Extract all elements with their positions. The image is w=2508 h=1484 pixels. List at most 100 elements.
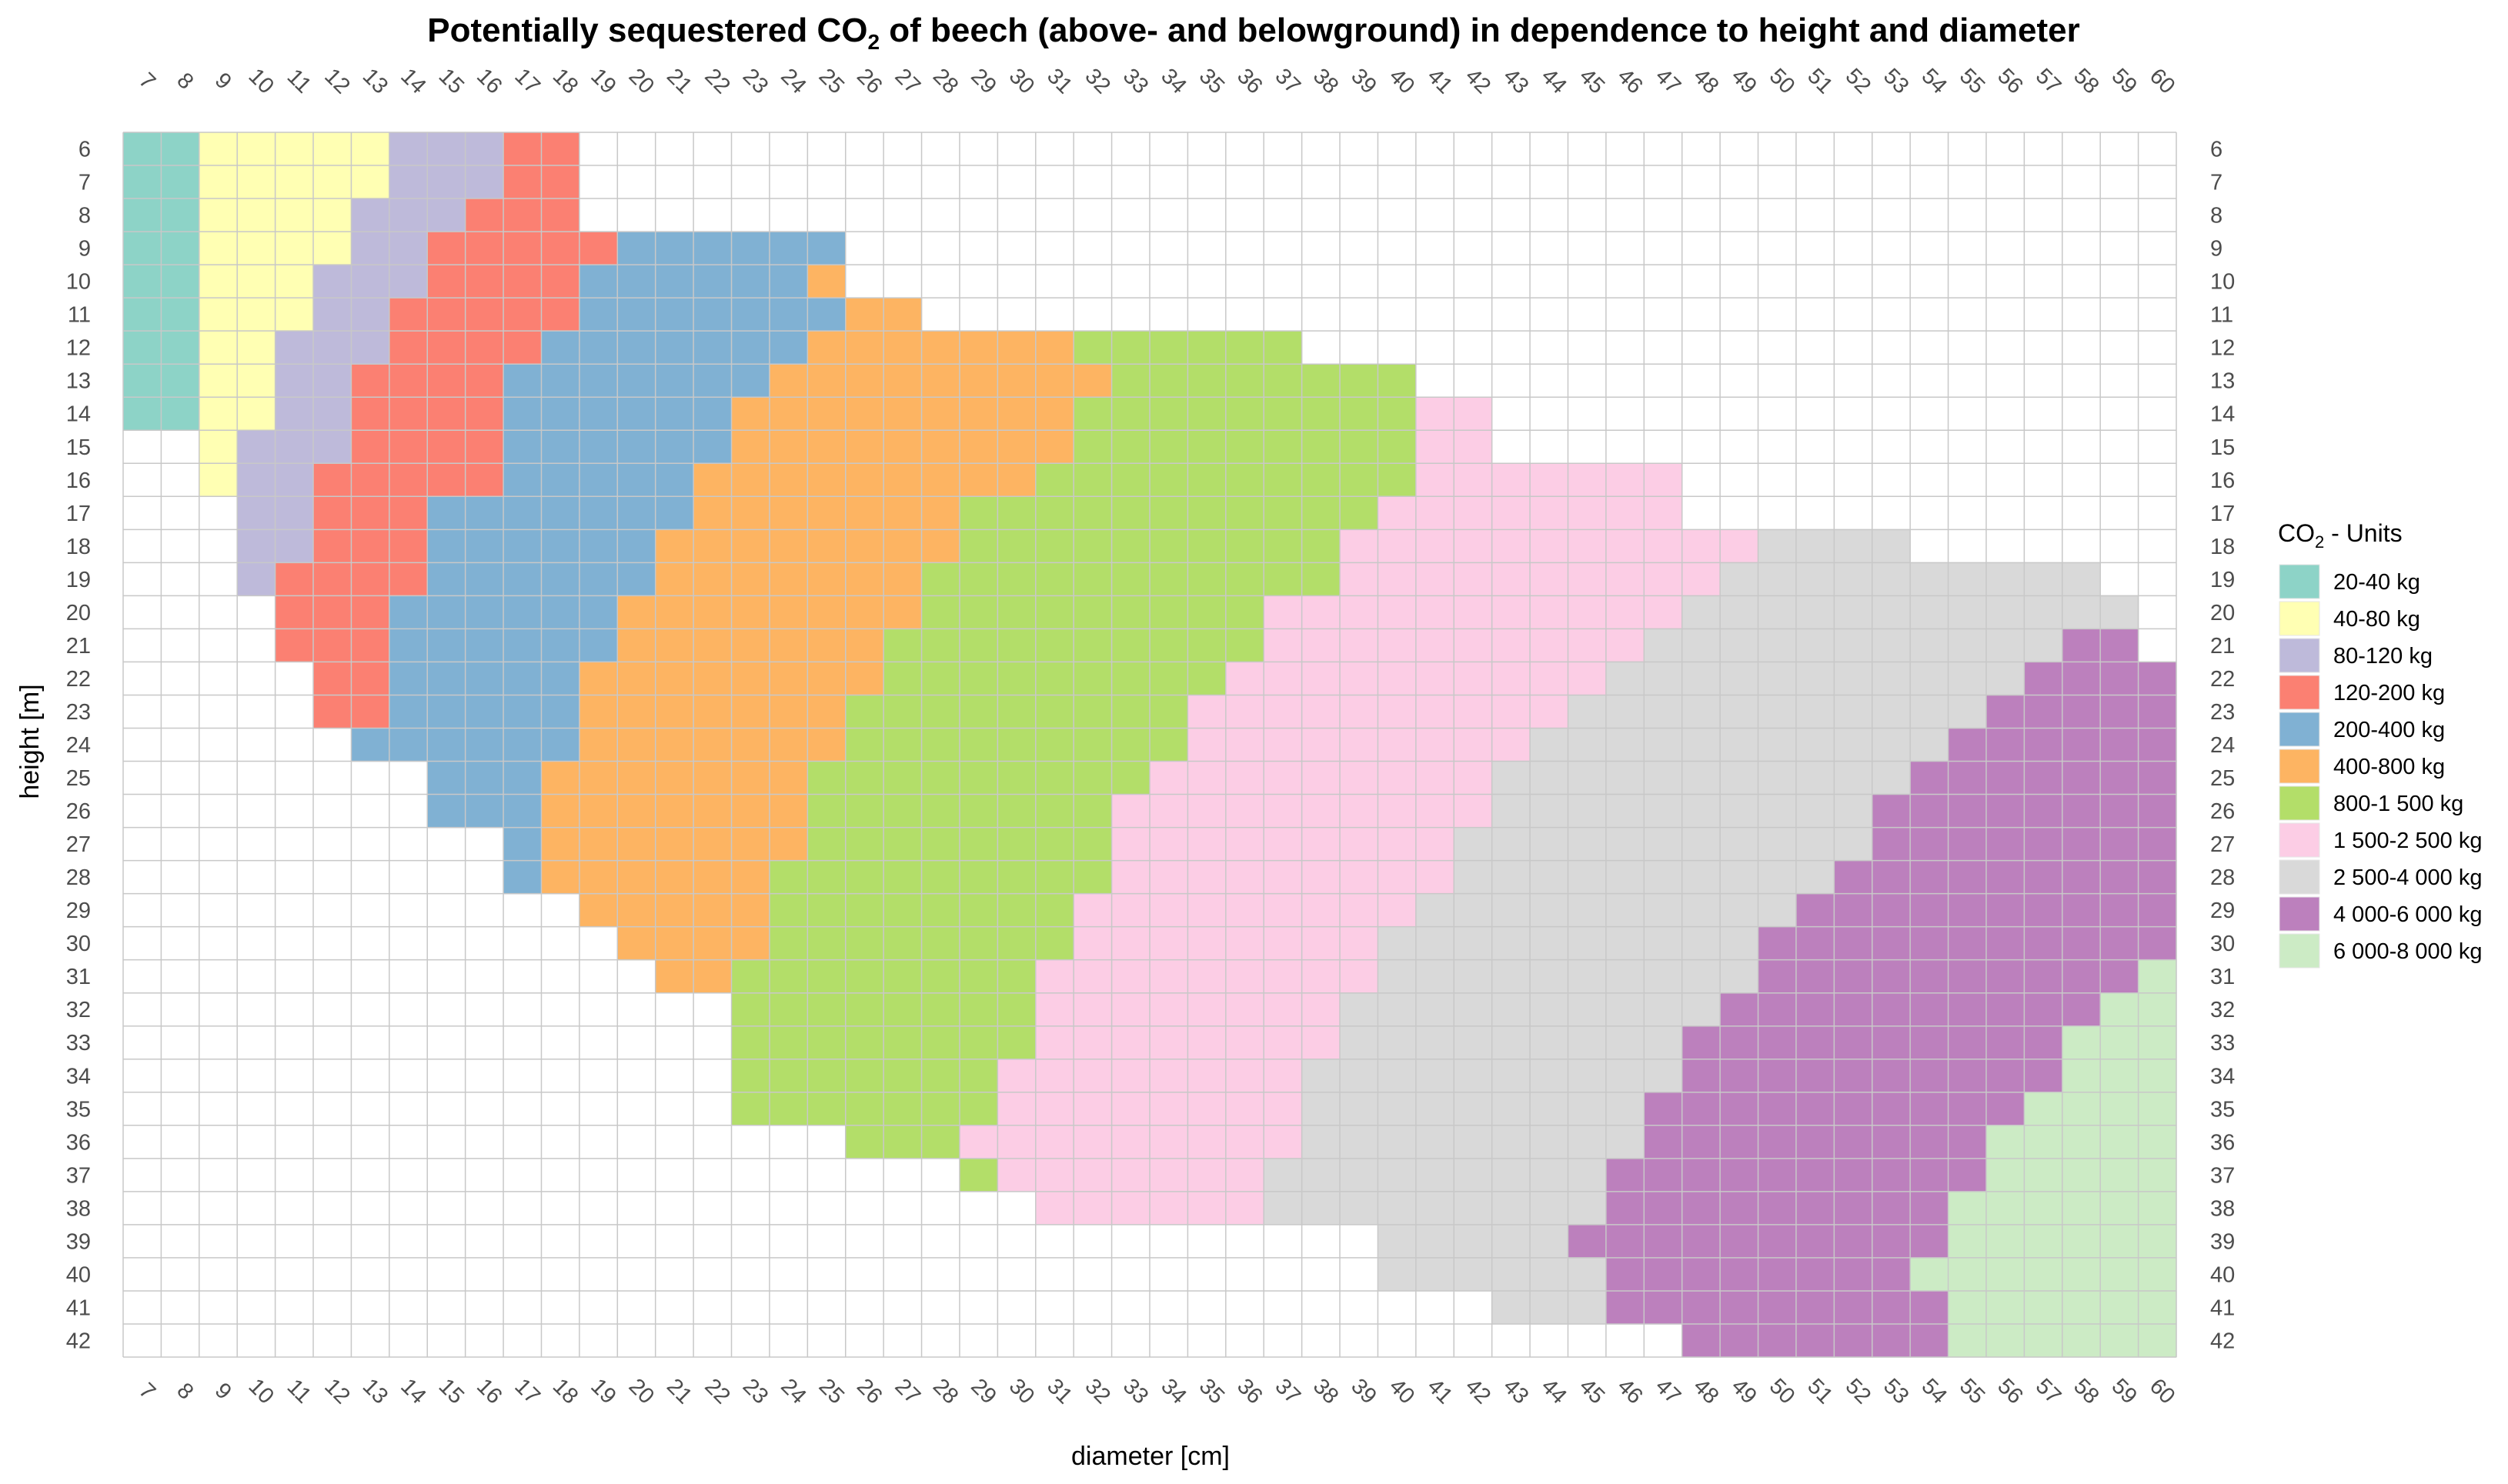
heatmap-cell [693,595,733,630]
heatmap-cell [845,893,884,928]
heatmap-cell [1340,364,1379,398]
heatmap-cell [199,298,238,332]
y-tick-label-left: 32 [66,998,91,1022]
heatmap-cell [769,860,808,895]
heatmap-cell [503,496,543,530]
heatmap-cell [465,397,504,431]
heatmap-cell [769,265,808,298]
heatmap-cell [1568,496,1607,530]
heatmap-cell [1681,1191,1721,1226]
heatmap-cell [807,496,847,530]
heatmap-cell [2024,992,2063,1027]
heatmap-cell [503,562,543,596]
heatmap-cell [1074,595,1113,630]
heatmap-cell [921,1059,960,1093]
heatmap-cell [275,629,314,663]
heatmap-cell [1948,562,1987,596]
legend-swatch [2279,712,2320,747]
heatmap-cell [1264,860,1303,895]
heatmap-cell [769,1059,808,1093]
heatmap-cell [1378,662,1417,696]
x-tick-label-bottom: 46 [1612,1374,1647,1409]
heatmap-cell [1644,1025,1683,1060]
heatmap-cell [541,562,580,596]
heatmap-cell [1985,1158,2025,1192]
heatmap-cell [1872,860,1911,895]
heatmap-cell [1264,1191,1303,1226]
heatmap-cell [1035,463,1074,497]
heatmap-cell [731,992,770,1027]
heatmap-cell [2024,1257,2063,1292]
heatmap-cell [1834,992,1873,1027]
heatmap-cell [427,761,466,795]
x-tick-label-top: 10 [244,64,279,98]
heatmap-cell [2100,595,2139,630]
x-tick-label-bottom: 57 [2031,1374,2066,1409]
heatmap-cell [541,364,580,398]
heatmap-cell [921,926,960,961]
heatmap-cell [655,728,694,762]
heatmap-cell [731,496,770,530]
heatmap-cell [921,695,960,729]
heatmap-cell [1035,1191,1074,1226]
heatmap-cell [503,430,543,464]
heatmap-cell [1264,662,1303,696]
heatmap-cell [351,496,390,530]
heatmap-cell [1948,992,1987,1027]
heatmap-cell [237,496,276,530]
heatmap-cell [1795,629,1835,663]
heatmap-cell [1644,728,1683,762]
heatmap-cell [883,364,923,398]
heatmap-cell [1454,1257,1493,1292]
heatmap-cell [1491,1125,1531,1159]
heatmap-cell [1187,397,1227,431]
heatmap-cell [1910,662,1949,696]
heatmap-cell [655,331,694,365]
heatmap-cell [1378,1224,1417,1259]
heatmap-cell [1340,695,1379,729]
heatmap-cell [1111,893,1150,928]
heatmap-cell [807,827,847,862]
y-tick-label-left: 8 [78,204,91,228]
heatmap-cell [123,364,162,398]
heatmap-cell [1948,827,1987,862]
legend: CO2 - Units 20-40 kg 40-80 kg 80-120 kg 120… [2278,519,2482,969]
heatmap-cell [1150,827,1189,862]
x-tick-label-top: 7 [134,68,160,95]
y-tick-label-left: 30 [66,932,91,956]
y-tick-label-right: 32 [2210,998,2235,1022]
heatmap-cell [2024,1125,2063,1159]
heatmap-cell [275,331,314,365]
heatmap-cell [1530,761,1569,795]
heatmap-cell [1340,827,1379,862]
heatmap-cell [1644,827,1683,862]
heatmap-cell [1834,1323,1873,1358]
x-tick-label-bottom: 48 [1688,1374,1723,1409]
heatmap-cell [769,959,808,994]
heatmap-cell [1681,529,1721,563]
heatmap-cell [503,761,543,795]
heatmap-cell [1758,1257,1797,1292]
heatmap-cell [1872,695,1911,729]
heatmap-cell [1720,1092,1759,1126]
heatmap-cell [845,728,884,762]
heatmap-cell [1681,1059,1721,1093]
x-tick-label-bottom: 13 [358,1374,392,1409]
heatmap-cell [1720,1158,1759,1192]
heatmap-cell [465,132,504,166]
heatmap-cell [1111,959,1150,994]
heatmap-cell [1681,728,1721,762]
y-tick-label-left: 41 [66,1296,91,1321]
heatmap-cell [1834,827,1873,862]
y-tick-label-right: 27 [2210,832,2235,857]
y-tick-label-left: 6 [78,138,91,162]
heatmap-cell [313,397,352,431]
heatmap-cell [1150,430,1189,464]
heatmap-cell [1910,562,1949,596]
heatmap-cell [883,463,923,497]
heatmap-cell [1225,595,1264,630]
heatmap-cell [1910,695,1949,729]
heatmap-cell [1568,860,1607,895]
heatmap-cell [2024,1059,2063,1093]
heatmap-cell [1720,1025,1759,1060]
